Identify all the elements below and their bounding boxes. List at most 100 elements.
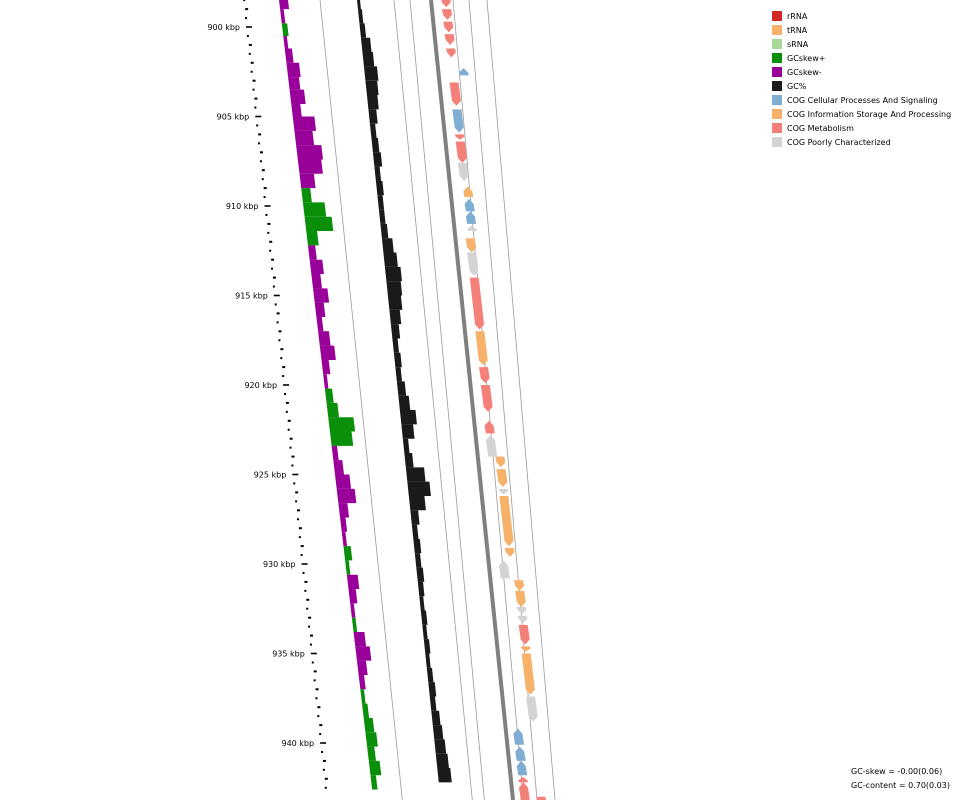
axis-minor-tick	[291, 464, 294, 467]
gc-skew-bar	[340, 517, 348, 532]
feature-arrow	[441, 9, 453, 20]
gc-skew-bar	[338, 503, 350, 518]
gc-skew-bar	[286, 62, 301, 78]
axis-tick-label: 935 kbp	[272, 650, 305, 659]
axis-minor-tick	[245, 17, 248, 20]
feature-arrow	[521, 653, 535, 695]
gc-skew-bar	[318, 331, 331, 346]
axis-tick-label: 940 kbp	[281, 739, 314, 748]
gc-skew-bar	[367, 746, 376, 761]
gc-content-bar	[390, 324, 401, 339]
axis-minor-tick	[317, 715, 320, 718]
feature-arrow	[536, 796, 546, 800]
gc-content-bar	[372, 152, 383, 167]
axis-minor-tick	[287, 428, 290, 431]
gc-content-track	[356, 0, 452, 783]
feature-arrow	[459, 68, 469, 76]
axis-minor-tick	[313, 679, 316, 682]
axis-minor-tick	[308, 616, 312, 619]
axis-minor-tick	[245, 8, 249, 11]
gc-content-bar	[392, 338, 400, 353]
axis-minor-tick	[283, 392, 286, 395]
gc-content-bar	[360, 37, 372, 53]
legend-swatch	[772, 67, 782, 77]
axis-minor-tick	[282, 366, 286, 369]
gc-skew-bar	[324, 388, 334, 403]
gc-skew-bar	[296, 145, 324, 160]
axis-minor-tick	[258, 142, 261, 145]
feature-arrow	[457, 163, 469, 181]
axis-minor-tick	[282, 375, 285, 378]
legend-item-gcskew-plus: GCskew+	[772, 51, 951, 65]
feature-arrow	[467, 252, 479, 276]
axis-minor-tick	[309, 643, 312, 646]
track-guide-line	[319, 0, 403, 800]
gc-content-bar	[411, 524, 419, 539]
legend-swatch	[772, 137, 782, 147]
legend-item-cog-metabolism: COG Metabolism	[772, 121, 951, 135]
axis-tick-label: 920 kbp	[244, 381, 277, 390]
axis-tick-label: 925 kbp	[254, 471, 287, 480]
axis-minor-tick	[254, 97, 258, 100]
axis-minor-tick	[295, 491, 299, 494]
gc-skew-bar	[336, 488, 357, 504]
feature-arrow	[516, 760, 528, 776]
feature-arrow	[484, 420, 495, 434]
axis-tick-label: 905 kbp	[217, 113, 250, 122]
gc-skew-bar	[345, 560, 351, 575]
gc-content-bar	[377, 195, 385, 210]
gc-content-bar	[393, 352, 402, 368]
legend-swatch	[772, 11, 782, 21]
axis-minor-tick	[259, 160, 262, 163]
feature-arrow	[515, 590, 526, 607]
feature-arrow	[455, 141, 467, 164]
gc-skew-bar	[291, 103, 302, 117]
gc-content-bar	[417, 581, 425, 597]
gc-skew-bar	[289, 89, 306, 104]
axis-minor-tick	[298, 536, 301, 539]
gc-skew-stat: GC-skew = -0.00(0.06)	[851, 767, 943, 776]
gc-content-bar	[383, 252, 398, 267]
axis-minor-tick	[265, 213, 268, 216]
gc-skew-bar	[278, 0, 290, 10]
gc-content-bar	[378, 209, 386, 224]
axis-minor-tick	[296, 518, 299, 521]
gc-skew-bar	[319, 345, 336, 360]
legend: rRNA tRNA sRNA GCskew+ GCskew- GC% COG C…	[772, 9, 951, 149]
gc-content-bar	[368, 109, 378, 124]
genome-backbone	[429, 0, 515, 800]
gc-content-bar	[434, 739, 447, 754]
axis-minor-tick	[300, 554, 303, 557]
feature-arrow	[478, 367, 490, 384]
gc-content-bar	[402, 438, 410, 454]
gc-content-bar	[387, 295, 403, 310]
gc-skew-bar	[292, 116, 317, 131]
axis-minor-tick	[304, 580, 308, 583]
feature-arrow	[513, 728, 525, 745]
axis-minor-tick	[319, 733, 322, 736]
legend-label: rRNA	[787, 11, 808, 21]
feature-arrow	[441, 0, 451, 8]
gc-skew-bar	[331, 445, 339, 461]
gc-skew-bar	[358, 674, 366, 690]
gc-skew-bar	[281, 23, 289, 36]
axis-minor-tick	[246, 34, 249, 37]
gc-content-bar	[357, 9, 364, 24]
gc-content-bar	[362, 52, 375, 67]
axis-minor-tick	[297, 509, 301, 512]
axis-minor-tick	[252, 88, 255, 91]
gc-skew-bar	[363, 717, 375, 733]
axis-minor-tick	[306, 607, 309, 610]
gc-content-bar	[423, 639, 431, 654]
feature-arrow	[515, 746, 526, 761]
gc-content-bar	[426, 667, 434, 683]
legend-label: tRNA	[787, 25, 808, 35]
gc-skew-bar	[343, 546, 353, 561]
gc-skew-bar	[368, 760, 382, 776]
feature-arrow	[518, 777, 528, 783]
legend-label: COG Cellular Processes And Signaling	[787, 95, 938, 105]
gc-content-bar	[363, 66, 379, 81]
gc-content-bar	[428, 682, 437, 697]
legend-item-rrna: rRNA	[772, 9, 951, 23]
